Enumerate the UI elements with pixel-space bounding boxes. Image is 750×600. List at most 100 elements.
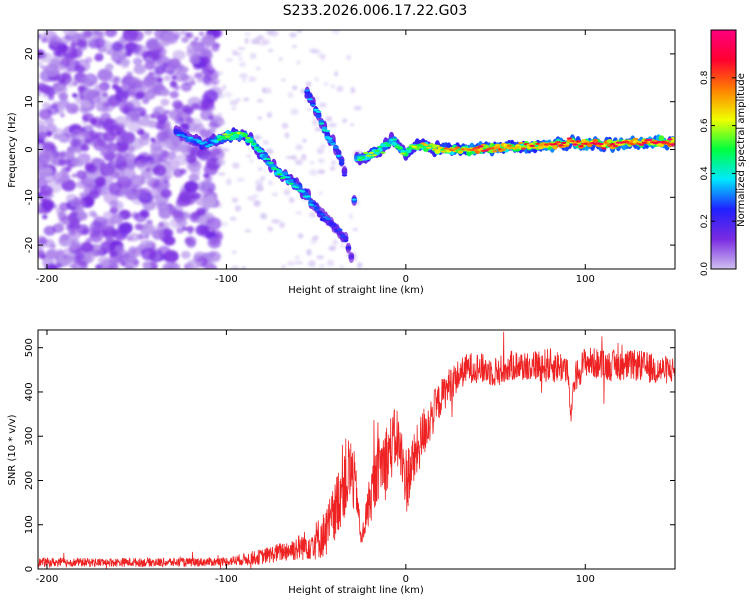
- noise-blob: [121, 83, 129, 91]
- noise-blob: [205, 175, 213, 182]
- spectrogram-xlabel: Height of straight line (km): [288, 285, 424, 296]
- noise-blob: [40, 65, 46, 70]
- noise-blob: [330, 84, 336, 89]
- noise-blob: [255, 179, 264, 186]
- noise-blob: [271, 192, 279, 197]
- ridge-mark: [314, 208, 320, 211]
- ridge-mark: [337, 228, 343, 231]
- noise-blob: [159, 254, 167, 261]
- noise-blob: [57, 43, 68, 53]
- ridge-mark: [532, 146, 538, 149]
- spectrogram-x-tick-label: -200: [36, 274, 59, 285]
- noise-blob: [198, 31, 205, 36]
- noise-blob: [58, 158, 67, 167]
- noise-blob: [180, 73, 189, 81]
- noise-blob: [350, 123, 354, 127]
- ridge-mark: [282, 171, 289, 176]
- noise-blob: [127, 120, 142, 133]
- ridge-mark: [477, 145, 484, 148]
- ridge-mark: [262, 154, 269, 159]
- ridge-mark: [414, 147, 421, 150]
- ridge-mark: [327, 137, 333, 140]
- noise-blob: [224, 92, 233, 98]
- noise-blob: [114, 90, 129, 103]
- noise-blob: [135, 246, 142, 252]
- noise-blob: [292, 85, 298, 91]
- noise-blob: [47, 104, 60, 115]
- ridge-mark: [520, 147, 527, 150]
- ridge-mark: [483, 149, 490, 152]
- snr-series-line: [38, 331, 675, 569]
- noise-blob: [161, 122, 171, 131]
- noise-blob: [40, 254, 47, 260]
- ridge-mark: [315, 110, 322, 113]
- noise-blob: [85, 124, 94, 132]
- ridge-mark: [601, 147, 607, 150]
- ridge-mark: [629, 143, 636, 146]
- spectrogram-x-tick-label: 100: [576, 274, 595, 285]
- noise-blob: [302, 138, 307, 143]
- noise-blob: [157, 154, 168, 163]
- noise-blob: [245, 154, 252, 158]
- ridge-mark: [641, 141, 647, 144]
- ridge-mark: [397, 147, 403, 150]
- noise-blob: [67, 227, 82, 240]
- noise-blob: [231, 106, 236, 111]
- ridge-mark: [268, 162, 274, 167]
- noise-blob: [89, 131, 99, 140]
- noise-blob: [77, 85, 86, 92]
- noise-blob: [59, 234, 69, 242]
- noise-blob: [81, 76, 88, 82]
- ridge-mark: [569, 140, 576, 143]
- noise-blob: [145, 37, 161, 50]
- noise-blob: [80, 144, 90, 152]
- ridge-mark: [315, 114, 322, 119]
- noise-blob: [60, 113, 65, 118]
- noise-blob: [266, 30, 274, 36]
- colorbar-tick-label: 0.4: [700, 166, 710, 181]
- noise-blob: [125, 110, 141, 123]
- noise-blob: [82, 88, 96, 101]
- noise-blob: [94, 176, 107, 186]
- noise-blob: [55, 50, 62, 56]
- noise-blob: [107, 142, 116, 150]
- noise-blob: [81, 100, 92, 109]
- ridge-mark: [500, 148, 507, 151]
- ridge-mark: [391, 138, 398, 141]
- noise-blob: [196, 147, 211, 160]
- noise-blob: [76, 180, 87, 189]
- noise-blob: [256, 35, 265, 40]
- noise-blob: [309, 211, 317, 218]
- noise-blob: [56, 178, 63, 184]
- noise-blob: [93, 83, 108, 96]
- noise-blob: [71, 173, 77, 178]
- noise-blob: [111, 41, 124, 52]
- noise-blob: [267, 48, 274, 53]
- ridge-mark: [345, 246, 352, 249]
- ridge-mark: [304, 89, 311, 92]
- noise-blob: [244, 229, 251, 233]
- noise-blob: [220, 221, 228, 227]
- noise-blob: [38, 119, 46, 132]
- noise-blob: [88, 169, 94, 174]
- ridge-mark: [592, 138, 599, 143]
- colorbar: 0.0 0.2 0.4 0.6 0.8 Normalized spectral ampl…: [700, 29, 747, 276]
- noise-blob: [216, 88, 225, 94]
- ridge-mark: [517, 141, 524, 144]
- noise-blob: [83, 132, 92, 140]
- noise-blob: [287, 91, 294, 99]
- noise-blob: [42, 214, 48, 220]
- noise-blob: [248, 76, 257, 82]
- noise-blob: [251, 38, 260, 45]
- noise-blob: [308, 169, 318, 176]
- noise-blob: [353, 105, 362, 111]
- noise-blob: [118, 187, 132, 199]
- ridge-mark: [380, 151, 386, 154]
- noise-blob: [191, 56, 201, 64]
- noise-blob: [208, 115, 214, 120]
- ridge-mark: [506, 144, 512, 147]
- noise-blob: [88, 210, 97, 217]
- noise-blob: [229, 99, 239, 106]
- noise-blob: [63, 70, 72, 77]
- noise-blob: [288, 197, 295, 203]
